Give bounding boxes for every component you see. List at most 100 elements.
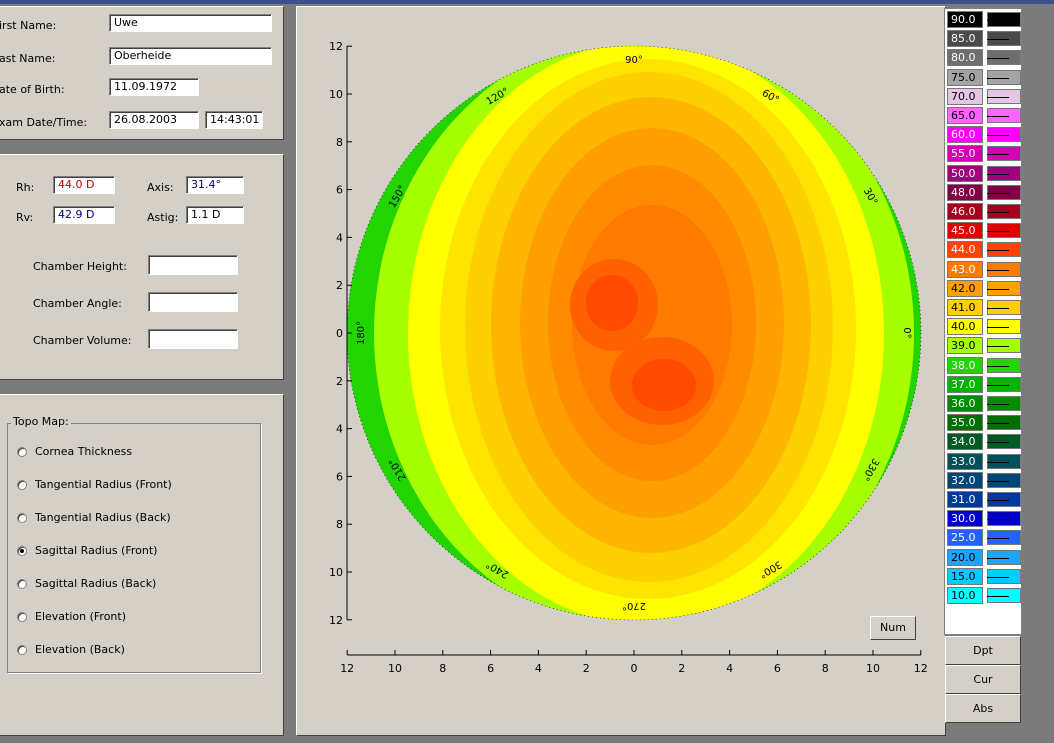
num-button[interactable]: Num	[870, 616, 916, 640]
scale-swatch: 90.0	[947, 11, 983, 28]
scale-swatch: 75.0	[947, 68, 983, 86]
scale-tick	[987, 423, 1009, 425]
topo-option-1[interactable]: Tangential Radius (Front)	[17, 478, 172, 491]
radio-button[interactable]	[17, 611, 27, 622]
axis-field[interactable]: 31.4°	[186, 176, 244, 194]
first-name-label: irst Name:	[0, 19, 57, 32]
scale-row: 60.0	[947, 126, 1021, 144]
scale-bar	[987, 50, 1021, 66]
astig-field[interactable]: 1.1 D	[186, 206, 244, 224]
radio-button[interactable]	[17, 446, 27, 457]
x-tick-label: 6	[774, 662, 781, 675]
radio-button[interactable]	[17, 545, 27, 556]
scale-swatch: 35.0	[947, 414, 983, 432]
scale-row: 85.0	[947, 30, 1021, 48]
exam-time-field[interactable]: 14:43:01	[205, 111, 263, 129]
scale-bar	[987, 568, 1021, 584]
exam-date-field[interactable]: 26.08.2003	[109, 111, 199, 129]
rv-label: Rv:	[16, 211, 34, 224]
abs-button[interactable]: Abs	[945, 694, 1021, 723]
scale-row: 35.0	[947, 414, 1021, 432]
y-tick-label: 6	[336, 184, 343, 197]
radio-button[interactable]	[17, 479, 27, 490]
topo-option-6[interactable]: Elevation (Back)	[17, 643, 125, 656]
chamber-height-field[interactable]	[148, 255, 238, 275]
scale-row: 48.0	[947, 183, 1021, 202]
radio-button[interactable]	[17, 512, 27, 523]
rh-field[interactable]: 44.0 D	[53, 176, 115, 194]
rv-field[interactable]: 42.9 D	[53, 206, 115, 224]
scale-swatch: 32.0	[947, 471, 983, 489]
topography-contours	[347, 46, 921, 620]
radio-button[interactable]	[17, 578, 27, 589]
scale-tick	[987, 77, 1009, 79]
scale-swatch: 45.0	[947, 222, 983, 240]
y-tick-label: 10	[329, 566, 343, 579]
scale-swatch: 48.0	[947, 183, 983, 201]
y-tick-label: 4	[336, 423, 343, 436]
scale-swatch: 31.0	[947, 491, 983, 508]
topo-option-label: Tangential Radius (Back)	[35, 511, 171, 524]
dob-field[interactable]: 11.09.1972	[109, 78, 199, 96]
scale-swatch: 60.0	[947, 126, 983, 144]
scale-bar	[987, 184, 1021, 200]
scale-tick	[987, 269, 1009, 271]
scale-bar	[987, 69, 1021, 85]
scale-swatch: 44.0	[947, 241, 983, 259]
dpt-button[interactable]: Dpt	[945, 636, 1021, 665]
y-tick-label: 8	[336, 518, 343, 531]
scale-swatch: 46.0	[947, 203, 983, 220]
measurements-panel: Rh: 44.0 D Rv: 42.9 D Axis: 31.4° Astig:…	[0, 154, 284, 380]
scale-tick	[987, 442, 1009, 444]
y-tick-label: 0	[336, 327, 343, 340]
exam-datetime-label: xam Date/Time:	[0, 116, 88, 129]
scale-row: 80.0	[947, 49, 1021, 67]
scale-swatch: 10.0	[947, 587, 983, 604]
x-tick-label: 8	[822, 662, 829, 675]
scale-row: 33.0	[947, 452, 1021, 471]
scale-row: 90.0	[947, 11, 1021, 29]
scale-swatch: 50.0	[947, 164, 983, 182]
scale-bar	[987, 223, 1021, 239]
astig-label: Astig:	[147, 211, 179, 224]
x-tick-label: 0	[631, 662, 638, 675]
x-tick-label: 8	[439, 662, 446, 675]
y-tick-label: 2	[336, 279, 343, 292]
contour-band	[586, 275, 638, 331]
radio-button[interactable]	[17, 644, 27, 655]
x-tick-label: 12	[340, 662, 354, 675]
topo-option-3[interactable]: Sagittal Radius (Front)	[17, 544, 157, 557]
scale-tick	[987, 576, 1009, 578]
topo-map-groupbox	[7, 423, 261, 673]
topo-option-0[interactable]: Cornea Thickness	[17, 445, 132, 458]
scale-row: 37.0	[947, 375, 1021, 394]
scale-swatch: 85.0	[947, 30, 983, 48]
scale-tick	[987, 39, 1009, 41]
first-name-field[interactable]: Uwe	[109, 14, 272, 32]
scale-bar	[987, 12, 1021, 27]
scale-tick	[987, 20, 1009, 21]
scale-row: 65.0	[947, 107, 1021, 125]
scale-bar	[987, 357, 1021, 373]
scale-tick	[987, 346, 1009, 348]
y-tick-label: 10	[329, 88, 343, 101]
last-name-field[interactable]: Oberheide	[109, 47, 272, 65]
scale-tick	[987, 116, 1009, 117]
chamber-angle-field[interactable]	[148, 292, 238, 312]
chamber-volume-field[interactable]	[148, 329, 238, 349]
scale-bar	[987, 472, 1021, 488]
scale-bar	[987, 588, 1021, 603]
scale-bar	[987, 415, 1021, 431]
topo-option-label: Cornea Thickness	[35, 445, 133, 458]
scale-swatch: 42.0	[947, 279, 983, 297]
scale-swatch: 25.0	[947, 529, 983, 547]
topo-option-5[interactable]: Elevation (Front)	[17, 610, 126, 623]
topo-option-4[interactable]: Sagittal Radius (Back)	[17, 577, 156, 590]
topo-option-label: Elevation (Front)	[35, 610, 126, 623]
scale-row: 70.0	[947, 87, 1021, 106]
angle-label: 0°	[901, 327, 912, 338]
cur-button[interactable]: Cur	[945, 665, 1021, 694]
topo-option-2[interactable]: Tangential Radius (Back)	[17, 511, 171, 524]
scale-bar	[987, 88, 1021, 104]
